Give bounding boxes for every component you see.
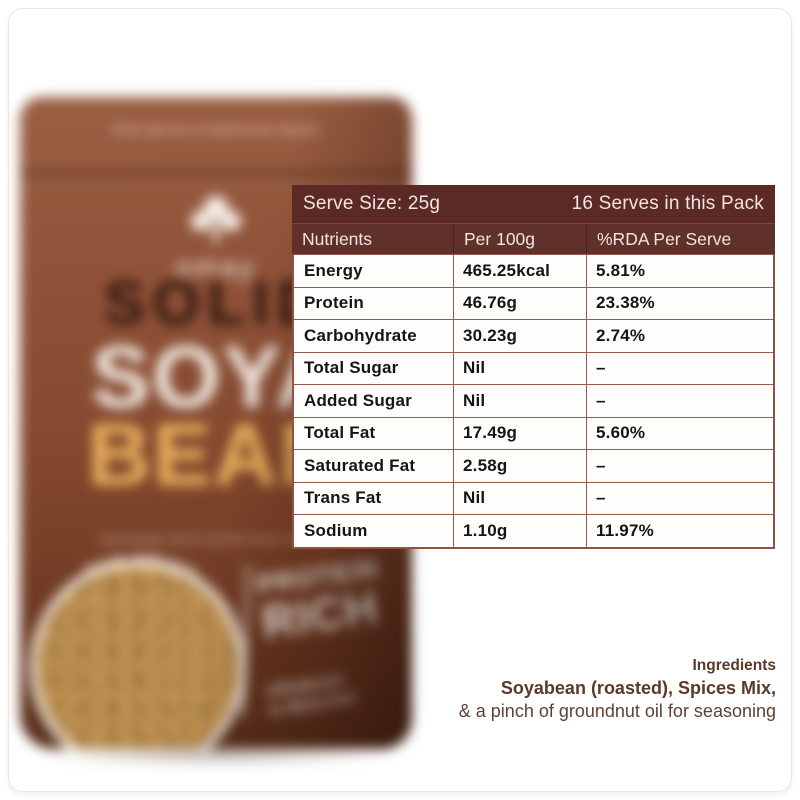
nutrient-name: Sodium <box>294 514 453 547</box>
badge-sub-line-1: CRUNCHY <box>265 672 346 701</box>
value-rda: 23.38% <box>586 286 773 319</box>
nutrition-table: Serve Size: 25g 16 Serves in this Pack N… <box>292 185 775 549</box>
pouch-seal-highlight <box>20 180 412 183</box>
value-per-100g: Nil <box>453 351 586 384</box>
nutrition-table-header: Serve Size: 25g 16 Serves in this Pack <box>292 185 775 223</box>
svg-text:PAN FRIED: PAN FRIED <box>83 550 203 582</box>
bean-window <box>30 559 246 749</box>
value-rda: – <box>586 351 773 384</box>
nutrient-name: Saturated Fat <box>294 449 453 482</box>
ingredients-line-1: Soyabean (roasted), Spices Mix, <box>500 678 776 698</box>
nutrient-name: Energy <box>294 254 453 287</box>
value-per-100g: Nil <box>453 481 586 514</box>
nutrition-column-headers: Nutrients Per 100g %RDA Per Serve <box>292 223 775 254</box>
bean-window-arc: PAN FRIED <box>83 550 203 582</box>
value-per-100g: 2.58g <box>453 449 586 482</box>
value-rda: 2.74% <box>586 319 773 352</box>
column-header-nutrients: Nutrients <box>302 228 373 249</box>
column-header-per-100g: Per 100g <box>453 224 586 254</box>
value-per-100g: 30.23g <box>453 319 586 352</box>
value-rda: 11.97% <box>586 514 773 547</box>
ingredients-block: Ingredients Soyabean (roasted), Spices M… <box>459 654 776 723</box>
nutrient-name: Added Sugar <box>294 384 453 417</box>
value-rda: – <box>586 481 773 514</box>
value-per-100g: 465.25kcal <box>453 254 586 287</box>
ingredients-heading: Ingredients <box>692 657 776 674</box>
nutrient-name: Carbohydrate <box>294 319 453 352</box>
value-per-100g: 17.49g <box>453 416 586 449</box>
badge-line-rich: RICH <box>258 580 382 649</box>
nutrient-name: Total Sugar <box>294 351 453 385</box>
product-image-card: Pick Up For A Guilt-Free Snack omay SOLI… <box>8 8 792 792</box>
nutrition-table-body: Energy 465.25kcal 5.81% Protein 46.76g 2… <box>292 254 775 549</box>
pouch-seal-line <box>20 171 412 178</box>
ingredients-line-2: & a pinch of groundnut oil for seasoning <box>458 701 776 721</box>
value-per-100g: 1.10g <box>453 514 586 547</box>
value-per-100g: 46.76g <box>453 286 586 319</box>
brand-logo-tree-icon <box>191 196 241 243</box>
serve-size-label: Serve Size: 25g <box>303 193 441 214</box>
value-rda: – <box>586 384 773 417</box>
panel-divider-line <box>241 564 250 718</box>
value-rda: 5.81% <box>586 254 773 287</box>
protein-rich-badge: PROTEIN RICH <box>255 552 387 649</box>
serves-count-label: 16 Serves in this Pack <box>571 193 764 214</box>
pouch-shadow <box>34 744 394 766</box>
nutrient-name: Trans Fat <box>294 481 453 515</box>
badge-sub-line-2: & HEALTHY <box>268 689 360 719</box>
bean-window-arc-text: PAN FRIED <box>83 550 198 582</box>
badge-line-protein: PROTEIN <box>255 552 381 600</box>
value-per-100g: Nil <box>453 384 586 417</box>
value-rda: 5.60% <box>586 416 773 449</box>
value-rda: – <box>586 449 773 482</box>
column-header-rda: %RDA Per Serve <box>586 224 775 254</box>
nutrient-name: Protein <box>294 286 453 320</box>
nutrient-name: Total Fat <box>294 416 453 450</box>
pouch-top-tagline: Pick Up For A Guilt-Free Snack <box>113 125 319 137</box>
badge-crunchy-healthy: CRUNCHY & HEALTHY <box>266 671 360 721</box>
